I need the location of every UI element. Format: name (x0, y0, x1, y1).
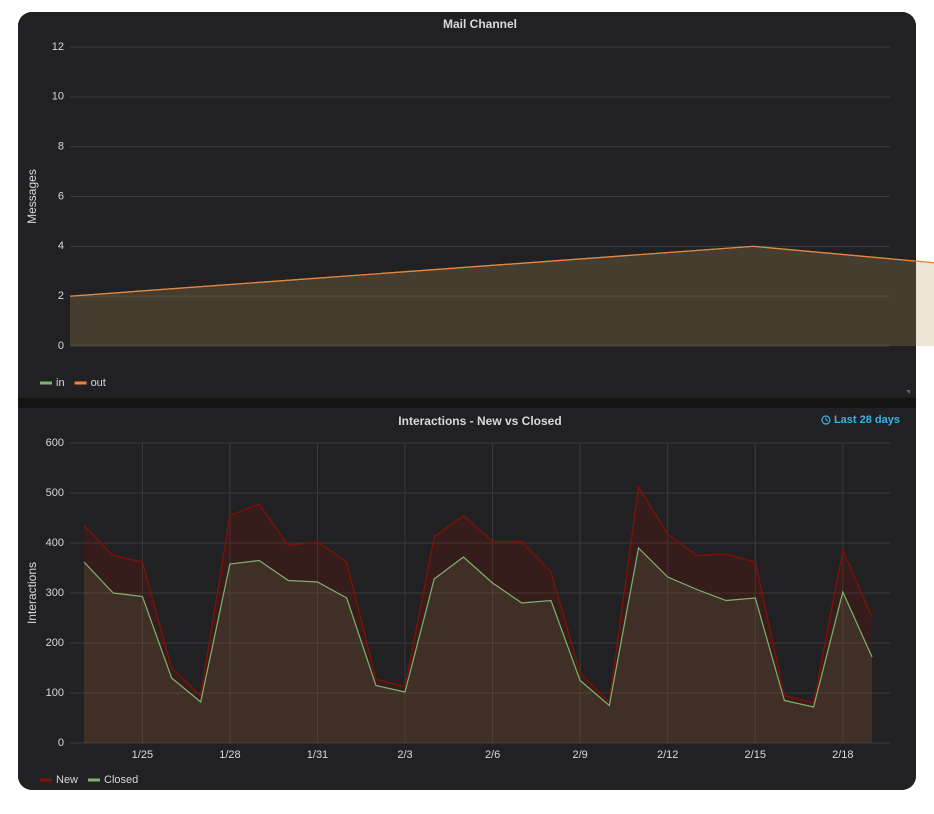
area (84, 487, 872, 743)
legend-label: out (91, 377, 106, 389)
y-tick-label: 100 (46, 687, 64, 699)
chart-title: Mail Channel (443, 17, 517, 31)
y-tick-label: 400 (46, 537, 64, 549)
y-tick-label: 500 (46, 487, 64, 499)
series-line (83, 546, 873, 708)
y-tick-label: 600 (46, 437, 64, 449)
y-tick-label: 2 (58, 290, 64, 302)
area (70, 246, 934, 346)
chart-title: Interactions - New vs Closed (398, 414, 561, 428)
resize-handle[interactable] (906, 390, 910, 394)
y-tick-label: 6 (58, 190, 64, 202)
y-tick-label: 12 (52, 41, 64, 53)
y-axis-label: Messages (25, 169, 39, 224)
x-tick-label: 2/9 (572, 749, 587, 761)
time-range-label: Last 28 days (834, 414, 900, 426)
clock-hands (825, 417, 829, 422)
series-line (83, 485, 873, 704)
charts: Mail ChannelMessages02468101218:0020:002… (25, 17, 934, 786)
y-tick-label: 0 (58, 340, 64, 352)
area (84, 548, 872, 743)
y-tick-label: 4 (58, 240, 64, 252)
y-tick-label: 300 (46, 587, 64, 599)
legend-label: New (56, 774, 78, 786)
y-tick-label: 10 (52, 91, 64, 103)
x-tick-label: 2/6 (485, 749, 500, 761)
legend-label: in (56, 377, 65, 389)
x-tick-label: 1/25 (132, 749, 153, 761)
x-tick-label: 2/3 (397, 749, 412, 761)
y-axis-label: Interactions (25, 562, 39, 624)
x-tick-label: 2/18 (832, 749, 853, 761)
area (70, 246, 934, 346)
x-tick-label: 2/12 (657, 749, 678, 761)
clock-icon (821, 415, 831, 425)
x-tick-label: 2/15 (745, 749, 766, 761)
x-tick-label: 1/28 (219, 749, 240, 761)
y-tick-label: 0 (58, 737, 64, 749)
dashboard-frame (18, 12, 916, 790)
legend-label: Closed (104, 774, 138, 786)
panel (18, 408, 916, 790)
x-tick-label: 1/31 (307, 749, 328, 761)
y-tick-label: 8 (58, 141, 64, 153)
y-tick-label: 200 (46, 637, 64, 649)
panel (18, 12, 916, 398)
